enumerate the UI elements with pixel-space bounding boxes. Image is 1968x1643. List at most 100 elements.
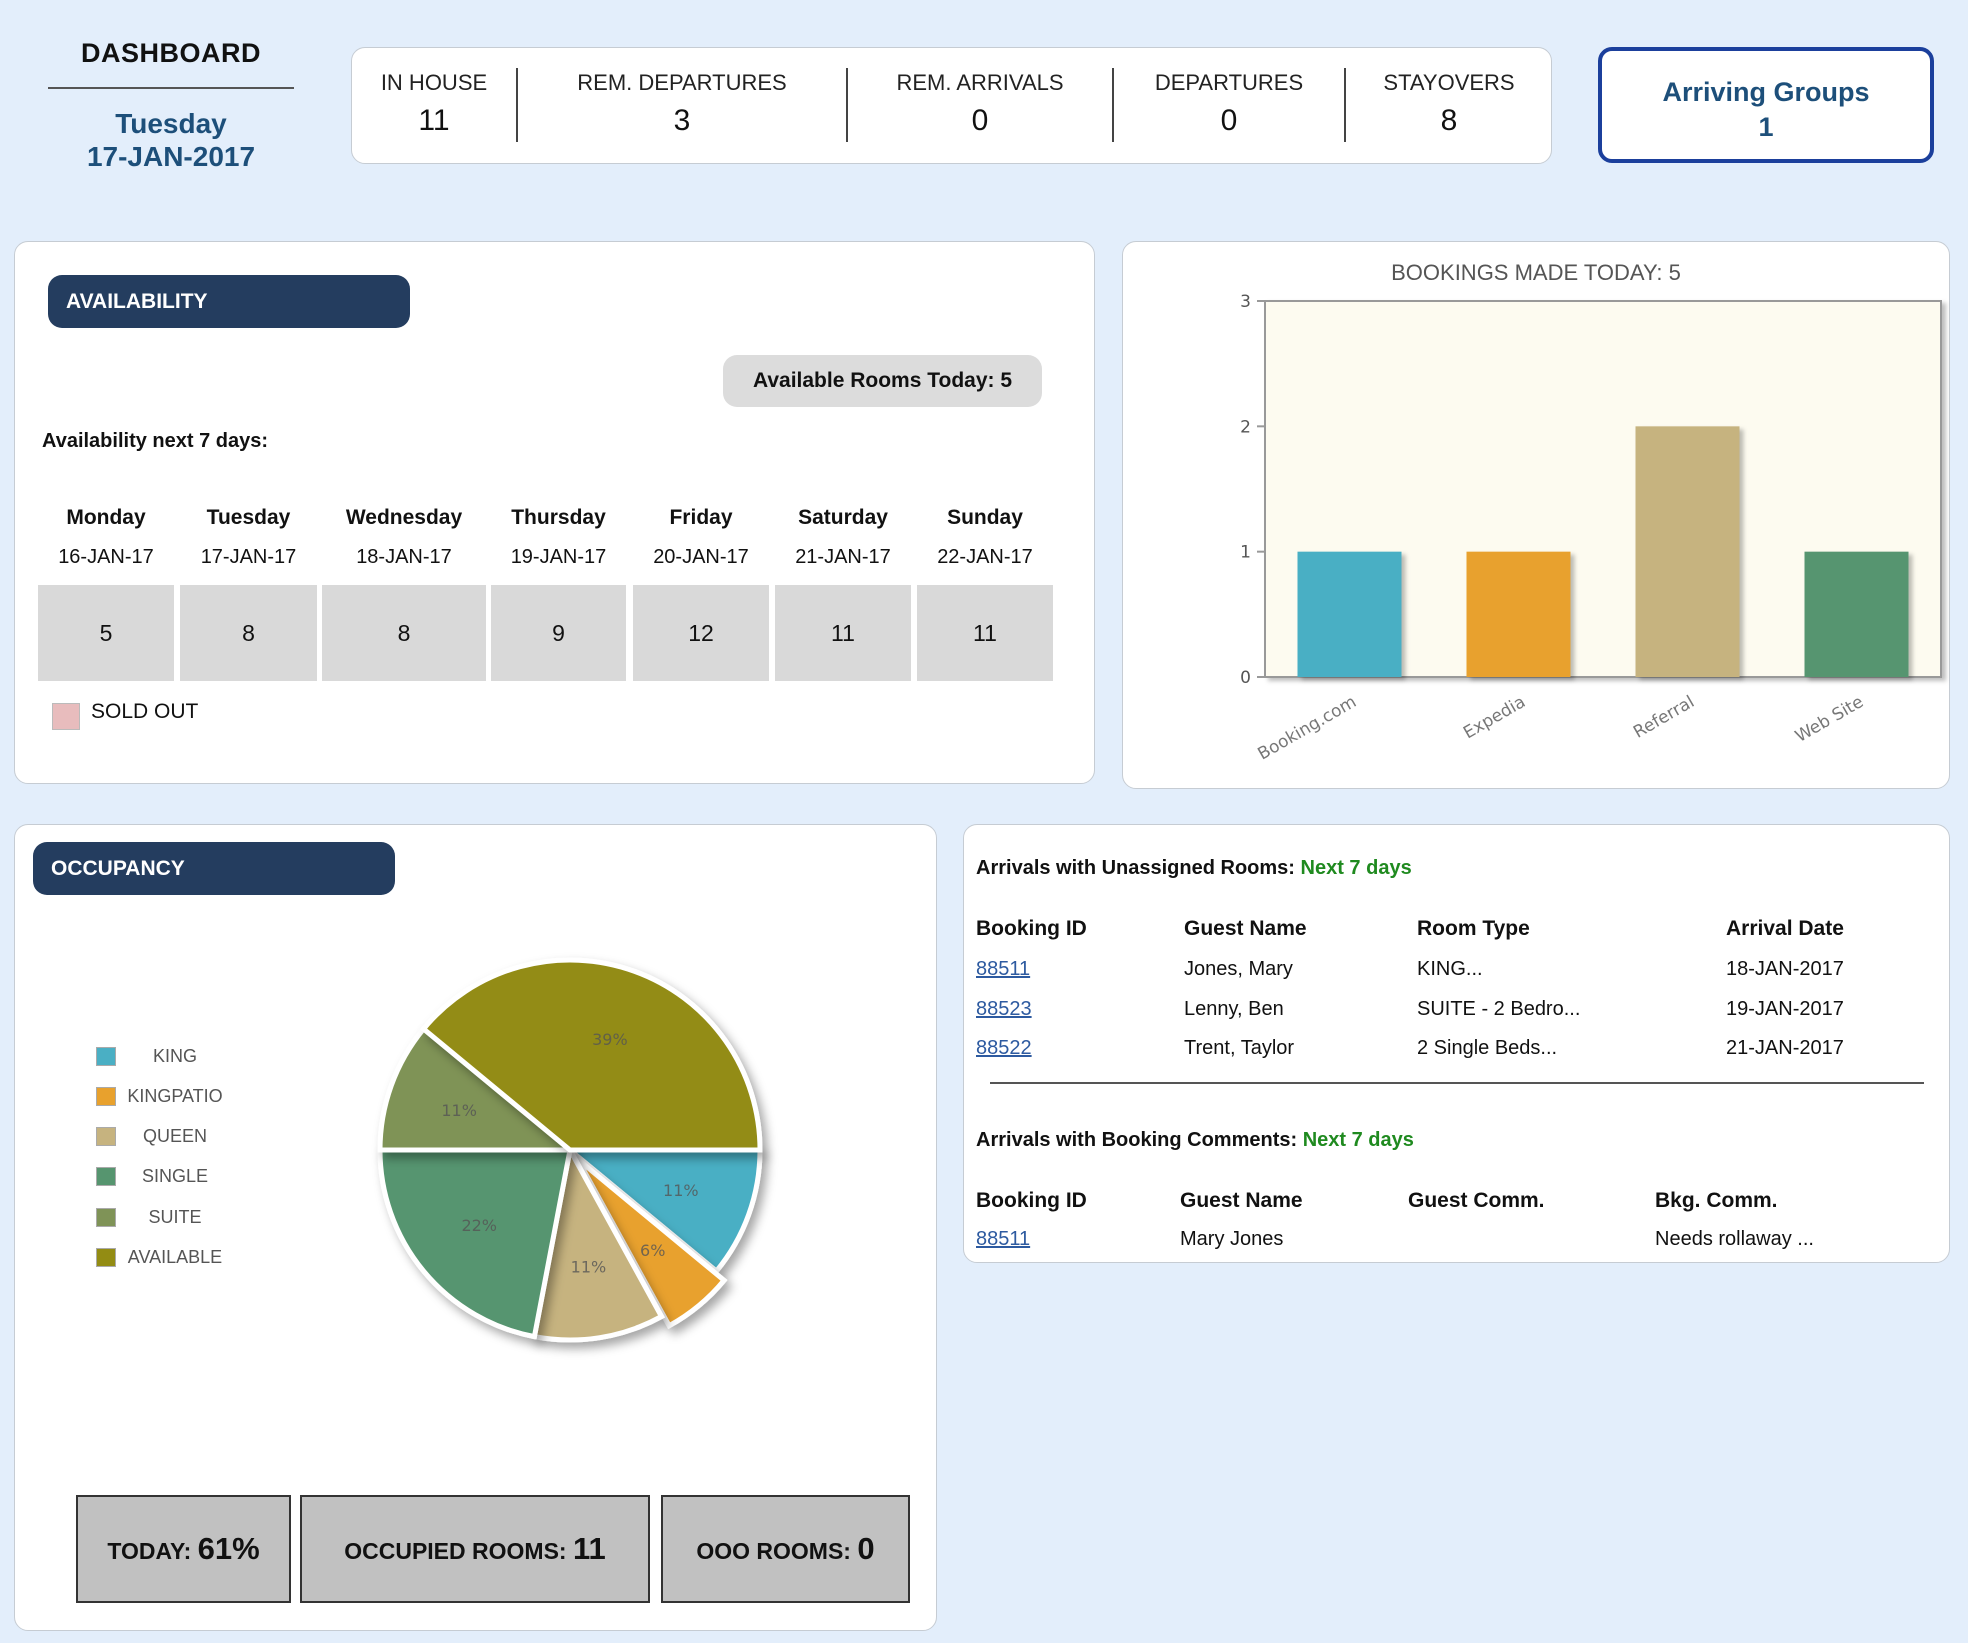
comments-period: Next 7 days bbox=[1302, 1129, 1414, 1151]
stat-divider bbox=[1112, 68, 1114, 142]
availability-cell-friday[interactable]: 12 bbox=[633, 585, 769, 681]
guest-name: Mary Jones bbox=[1180, 1228, 1284, 1250]
column-header-arrival-date: Arrival Date bbox=[1726, 917, 1844, 940]
arrival-date: 21-JAN-2017 bbox=[1726, 1037, 1844, 1059]
stat-in-house[interactable]: IN HOUSE 11 bbox=[352, 48, 516, 163]
occupancy-pie-chart: 11% 6% 11% 22% 11% 39% bbox=[377, 957, 763, 1343]
day-name: Sunday bbox=[947, 506, 1023, 529]
bar-booking-com[interactable] bbox=[1297, 551, 1402, 677]
stat-label: IN HOUSE bbox=[380, 70, 488, 95]
column-header-booking-id: Booking ID bbox=[976, 917, 1087, 940]
arriving-groups-count: 1 bbox=[1758, 112, 1774, 142]
pie-slice-available[interactable] bbox=[420, 957, 763, 1153]
arrival-date: 19-JAN-2017 bbox=[1726, 998, 1844, 1020]
comments-title-text: Arrivals with Booking Comments: bbox=[976, 1129, 1303, 1151]
day-name: Saturday bbox=[798, 506, 888, 529]
day-header-friday: Friday 20-JAN-17 bbox=[633, 506, 769, 569]
availability-cell-monday[interactable]: 5 bbox=[38, 585, 174, 681]
availability-cell-sunday[interactable]: 11 bbox=[917, 585, 1053, 681]
page-title: DASHBOARD bbox=[81, 38, 261, 68]
room-type: 2 Single Beds... bbox=[1417, 1037, 1558, 1059]
stat-rem-arrivals[interactable]: REM. ARRIVALS 0 bbox=[848, 48, 1112, 163]
section-divider bbox=[990, 1082, 1924, 1084]
availability-cell-tuesday[interactable]: 8 bbox=[180, 585, 317, 681]
pie-slice-kingpatio[interactable] bbox=[575, 1157, 728, 1330]
availability-next-label: Availability next 7 days: bbox=[42, 430, 269, 452]
pie-slice-label: 11% bbox=[571, 1257, 607, 1276]
stat-label: DEPARTURES bbox=[1154, 70, 1304, 95]
today-label: TODAY: bbox=[107, 1538, 192, 1564]
unassigned-section-title: Arrivals with Unassigned Rooms: Next 7 d… bbox=[976, 857, 1412, 880]
pie-slice-king[interactable] bbox=[563, 1147, 763, 1275]
sold-out-swatch bbox=[52, 703, 80, 730]
booking-id-link[interactable]: 88511 bbox=[976, 958, 1031, 980]
guest-name: Trent, Taylor bbox=[1184, 1037, 1295, 1059]
y-tick-label: 0 bbox=[1240, 668, 1251, 688]
legend-swatch-kingpatio bbox=[96, 1087, 116, 1106]
arriving-groups-button[interactable]: Arriving Groups 1 bbox=[1598, 47, 1934, 163]
legend-label-queen: QUEEN bbox=[142, 1126, 207, 1146]
availability-cell-thursday[interactable]: 9 bbox=[491, 585, 626, 681]
current-date: 17-JAN-2017 bbox=[86, 141, 256, 172]
today-occupancy-box: TODAY: 61% bbox=[76, 1495, 291, 1603]
pie-slice-suite[interactable] bbox=[377, 1025, 577, 1153]
room-type: SUITE - 2 Bedro... bbox=[1417, 998, 1581, 1020]
day-date: 19-JAN-17 bbox=[510, 546, 607, 568]
stat-divider bbox=[1344, 68, 1346, 142]
stat-rem-departures[interactable]: REM. DEPARTURES 3 bbox=[518, 48, 846, 163]
legend-label-single: SINGLE bbox=[141, 1166, 209, 1186]
day-header-thursday: Thursday 19-JAN-17 bbox=[491, 506, 626, 569]
day-name: Tuesday bbox=[206, 506, 291, 529]
legend-label-kingpatio: KINGPATIO bbox=[127, 1086, 223, 1106]
comments-section-title: Arrivals with Booking Comments: Next 7 d… bbox=[976, 1129, 1414, 1152]
chart-title: BOOKINGS MADE TODAY: 5 bbox=[1391, 260, 1681, 285]
legend-label-suite: SUITE bbox=[148, 1207, 202, 1227]
legend-swatch-available bbox=[96, 1248, 116, 1267]
x-tick-label: Web Site bbox=[1792, 692, 1867, 747]
day-header-wednesday: Wednesday 18-JAN-17 bbox=[322, 506, 486, 569]
bar-expedia[interactable] bbox=[1466, 551, 1571, 677]
availability-cell-wednesday[interactable]: 8 bbox=[322, 585, 486, 681]
day-name: Thursday bbox=[511, 506, 606, 529]
pie-slice-label: 22% bbox=[461, 1216, 497, 1235]
booking-id-link[interactable]: 88522 bbox=[976, 1037, 1032, 1059]
day-name: Monday bbox=[66, 506, 146, 529]
pie-slice-single[interactable] bbox=[377, 1147, 574, 1340]
x-tick-label: Referral bbox=[1630, 692, 1698, 743]
day-header-saturday: Saturday 21-JAN-17 bbox=[775, 506, 911, 569]
ooo-rooms-label: OOO ROOMS: bbox=[696, 1538, 851, 1564]
guest-name: Jones, Mary bbox=[1184, 958, 1293, 980]
occupied-rooms-value: 11 bbox=[572, 1531, 606, 1566]
bar-referral[interactable] bbox=[1635, 426, 1740, 677]
ooo-rooms-value: 0 bbox=[857, 1531, 875, 1566]
day-date: 16-JAN-17 bbox=[58, 546, 154, 568]
bar-web-site[interactable] bbox=[1804, 551, 1909, 677]
pie-slice-label: 39% bbox=[592, 1030, 628, 1049]
booking-id-link[interactable]: 88523 bbox=[976, 998, 1032, 1020]
arrival-date: 18-JAN-2017 bbox=[1726, 958, 1844, 980]
legend-label-king: KING bbox=[152, 1046, 197, 1066]
day-date: 20-JAN-17 bbox=[653, 546, 749, 568]
stats-bar: IN HOUSE 11 REM. DEPARTURES 3 REM. ARRIV… bbox=[351, 47, 1552, 164]
y-tick-label: 3 bbox=[1240, 292, 1251, 312]
stat-stayovers[interactable]: STAYOVERS 8 bbox=[1346, 48, 1552, 163]
stat-departures[interactable]: DEPARTURES 0 bbox=[1114, 48, 1344, 163]
day-date: 18-JAN-17 bbox=[356, 546, 452, 568]
stat-label: REM. ARRIVALS bbox=[896, 70, 1064, 95]
legend-label-available: AVAILABLE bbox=[127, 1247, 223, 1267]
x-tick-label: Booking.com bbox=[1254, 692, 1360, 764]
booking-id-link[interactable]: 88511 bbox=[976, 1228, 1031, 1250]
availability-cell-saturday[interactable]: 11 bbox=[775, 585, 911, 681]
booking-comment: Needs rollaway ... bbox=[1655, 1228, 1814, 1250]
legend-swatch-suite bbox=[96, 1208, 116, 1227]
column-header-bkg-comm: Bkg. Comm. bbox=[1655, 1189, 1778, 1212]
y-tick-label: 1 bbox=[1240, 543, 1251, 563]
legend-swatch-single bbox=[96, 1167, 116, 1186]
pie-slice-label: 11% bbox=[441, 1101, 477, 1120]
day-header-sunday: Sunday 22-JAN-17 bbox=[917, 506, 1053, 569]
stat-label: REM. DEPARTURES bbox=[577, 70, 787, 95]
pie-slice-queen[interactable] bbox=[531, 1142, 665, 1343]
sold-out-label: SOLD OUT bbox=[91, 700, 199, 723]
arrivals-panel bbox=[963, 824, 1950, 1263]
ooo-rooms-box: OOO ROOMS: 0 bbox=[661, 1495, 910, 1603]
